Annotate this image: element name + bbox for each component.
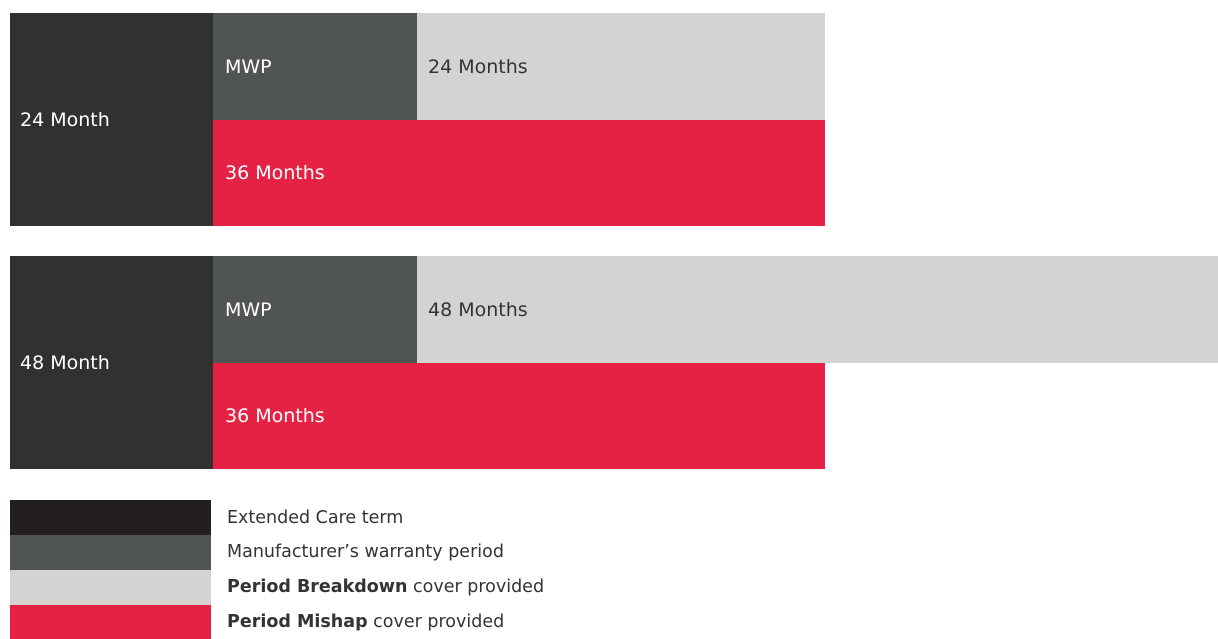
legend-swatch xyxy=(10,570,211,605)
mwp-block: MWP xyxy=(213,13,417,120)
mwp-block: MWP xyxy=(213,256,417,363)
legend-swatch xyxy=(10,535,211,570)
legend-strong: Period Mishap xyxy=(227,612,368,632)
legend-label: Manufacturer’s warranty period xyxy=(227,542,504,562)
term-label: 24 Month xyxy=(20,108,110,131)
legend-label: cover provided xyxy=(373,612,505,632)
legend-strong: Period Breakdown xyxy=(227,577,408,597)
term-label: 48 Month xyxy=(20,351,110,374)
legend-text: Manufacturer’s warranty period xyxy=(227,542,504,562)
breakdown-label: 48 Months xyxy=(428,298,528,321)
breakdown-block: 24 Months xyxy=(417,13,825,120)
legend-text: Extended Care term xyxy=(227,508,403,528)
legend-text: Period Mishap cover provided xyxy=(227,612,504,632)
mishap-block: 36 Months xyxy=(213,363,825,469)
legend-swatch xyxy=(10,605,211,639)
term-block: 48 Month xyxy=(10,256,213,469)
breakdown-block: 48 Months xyxy=(417,256,1218,363)
breakdown-label: 24 Months xyxy=(428,55,528,78)
mwp-label: MWP xyxy=(225,298,272,321)
mishap-label: 36 Months xyxy=(225,405,325,427)
legend-label: Extended Care term xyxy=(227,508,404,528)
legend-label: cover provided xyxy=(413,577,545,597)
legend-swatch xyxy=(10,500,211,535)
mishap-block: 36 Months xyxy=(213,120,825,226)
mishap-label: 36 Months xyxy=(225,162,325,184)
term-block: 24 Month xyxy=(10,13,213,226)
legend-text: Period Breakdown cover provided xyxy=(227,577,544,597)
mwp-label: MWP xyxy=(225,55,272,78)
